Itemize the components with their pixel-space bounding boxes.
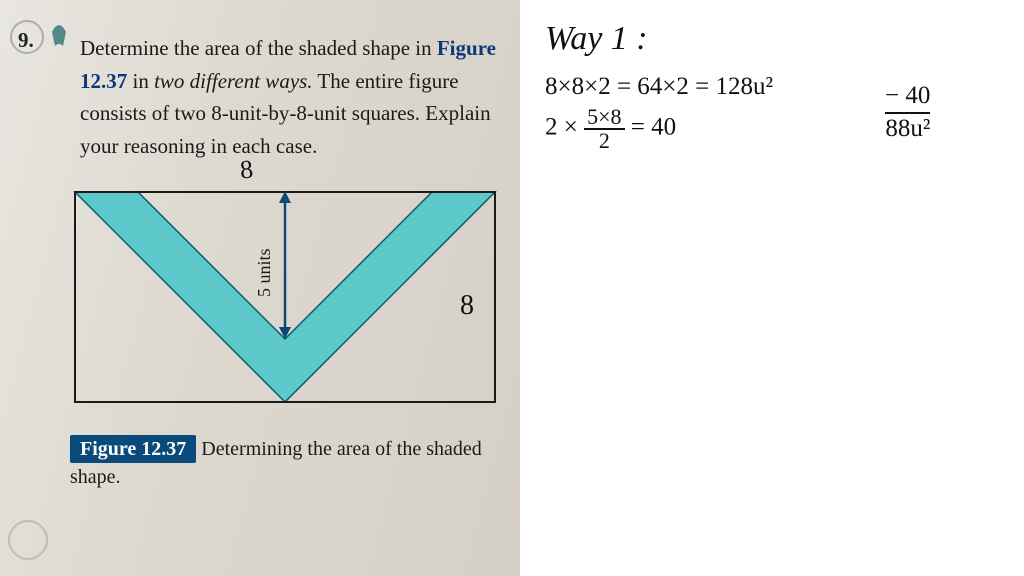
figure-caption: Figure 12.37 Determining the area of the…: [70, 435, 500, 491]
problem-number: 9.: [18, 28, 34, 53]
handwritten-8-right: 8: [460, 290, 474, 322]
fraction-numerator: 5×8: [584, 106, 624, 130]
handwritten-work: Way 1 : 8×8×2 = 64×2 = 128u² 2 × 5×8 2 =…: [545, 20, 1015, 152]
subtraction-column: − 40 88u²: [885, 82, 930, 142]
line2-suffix: = 40: [631, 113, 676, 140]
fraction-denominator: 2: [584, 130, 624, 152]
depth-label: 5 units: [254, 249, 274, 298]
activity-icon: [48, 22, 70, 55]
textbook-page: 9. Determine the area of the shaded shap…: [0, 0, 520, 576]
caption-badge: Figure 12.37: [70, 435, 196, 463]
italic-phrase: two different ways.: [154, 69, 312, 93]
minus-40: − 40: [885, 82, 930, 110]
handwritten-8-top: 8: [239, 154, 255, 185]
figure-svg: 5 units: [70, 187, 500, 407]
calc-line-2: 2 × 5×8 2 = 40: [545, 106, 1015, 152]
problem-text: Determine the area of the shaded shape i…: [80, 32, 500, 162]
pencil-circle-bottom: [8, 520, 48, 560]
way-1-title: Way 1 :: [545, 20, 1015, 58]
text-part: Determine the area of the shaded shape i…: [80, 36, 437, 60]
text-part: in: [127, 69, 154, 93]
line2-prefix: 2 ×: [545, 113, 584, 140]
calc-line-1: 8×8×2 = 64×2 = 128u²: [545, 68, 1015, 106]
result-88: 88u²: [885, 112, 930, 143]
fraction: 5×8 2: [584, 106, 624, 152]
figure-diagram: 5 units: [70, 187, 500, 417]
